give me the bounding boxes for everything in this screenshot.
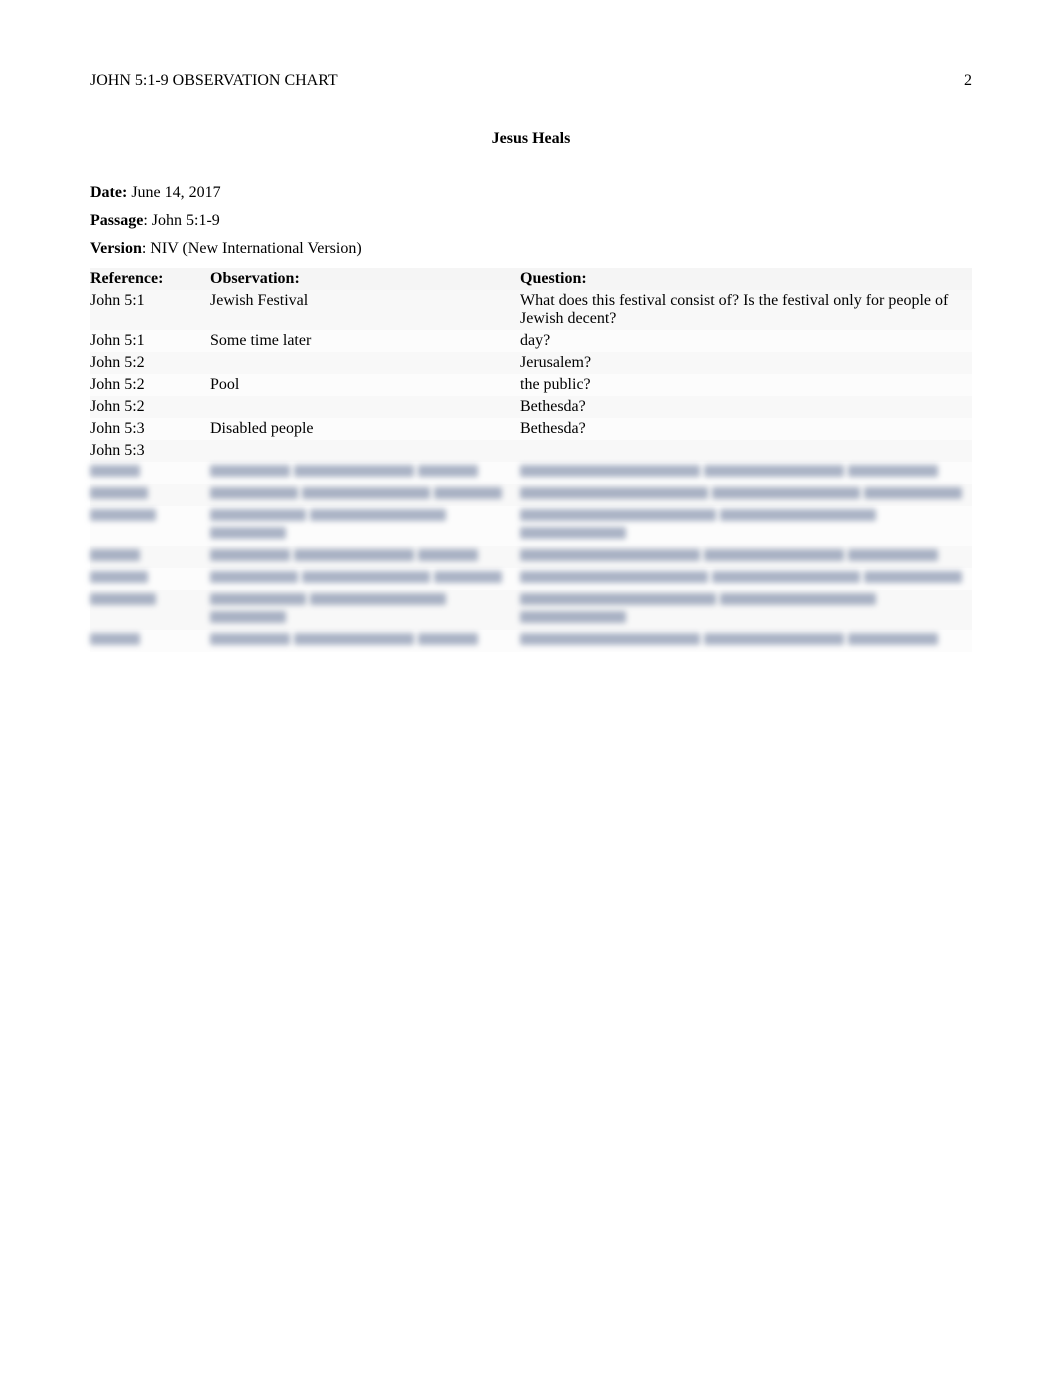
table-row: John 5:3Disabled peopleBethesda?	[90, 418, 972, 440]
observation-table: Reference: Observation: Question: John 5…	[90, 268, 972, 652]
page-title: Jesus Heals	[90, 130, 972, 148]
cell-blurred	[520, 462, 972, 484]
cell-blurred	[210, 590, 520, 630]
cell-ref: John 5:1	[90, 330, 210, 352]
cell-blurred	[90, 462, 210, 484]
table-row-blurred	[90, 546, 972, 568]
running-head-text: JOHN 5:1-9 OBSERVATION CHART	[90, 72, 338, 90]
cell-ref: John 5:2	[90, 374, 210, 396]
cell-q	[520, 440, 972, 462]
cell-blurred	[520, 590, 972, 630]
cell-blurred	[520, 630, 972, 652]
cell-q: the public?	[520, 374, 972, 396]
cell-blurred	[90, 484, 210, 506]
table-row: John 5:2 Jerusalem?	[90, 352, 972, 374]
table-body: John 5:1Jewish FestivalWhat does this fe…	[90, 290, 972, 652]
cell-blurred	[520, 546, 972, 568]
table-row: John 5:2 Bethesda?	[90, 396, 972, 418]
cell-blurred	[90, 630, 210, 652]
cell-blurred	[90, 546, 210, 568]
cell-blurred	[210, 484, 520, 506]
table-row-blurred	[90, 630, 972, 652]
cell-obs: Disabled people	[210, 418, 520, 440]
cell-blurred	[520, 484, 972, 506]
cell-obs: Jewish Festival	[210, 290, 520, 330]
cell-ref: John 5:3	[90, 418, 210, 440]
col-header-reference: Reference:	[90, 268, 210, 290]
cell-blurred	[210, 546, 520, 568]
cell-obs	[210, 396, 520, 418]
meta-version: Version: NIV (New International Version)	[90, 240, 972, 258]
cell-obs: Pool	[210, 374, 520, 396]
meta-date-value: June 14, 2017	[127, 184, 220, 201]
table-row: John 5:1Jewish FestivalWhat does this fe…	[90, 290, 972, 330]
cell-blurred	[90, 590, 210, 630]
cell-blurred	[520, 568, 972, 590]
table-row-blurred	[90, 590, 972, 630]
table-row: John 5:2Poolthe public?	[90, 374, 972, 396]
meta-passage-value: : John 5:1-9	[143, 212, 219, 229]
cell-blurred	[90, 506, 210, 546]
meta-passage-label: Passage	[90, 212, 143, 229]
cell-blurred	[90, 568, 210, 590]
table-row-blurred	[90, 568, 972, 590]
cell-blurred	[520, 506, 972, 546]
cell-blurred	[210, 506, 520, 546]
cell-obs: Some time later	[210, 330, 520, 352]
cell-obs	[210, 440, 520, 462]
cell-blurred	[210, 630, 520, 652]
meta-date: Date: June 14, 2017	[90, 184, 972, 202]
meta-date-label: Date:	[90, 184, 127, 201]
cell-q: Bethesda?	[520, 396, 972, 418]
table-header-row: Reference: Observation: Question:	[90, 268, 972, 290]
cell-ref: John 5:2	[90, 352, 210, 374]
table-row: John 5:1Some time laterday?	[90, 330, 972, 352]
cell-ref: John 5:2	[90, 396, 210, 418]
cell-q: Bethesda?	[520, 418, 972, 440]
cell-q: What does this festival consist of? Is t…	[520, 290, 972, 330]
cell-blurred	[210, 568, 520, 590]
meta-version-value: : NIV (New International Version)	[142, 240, 362, 257]
cell-obs	[210, 352, 520, 374]
col-header-observation: Observation:	[210, 268, 520, 290]
page-number: 2	[964, 72, 972, 90]
meta-passage: Passage: John 5:1-9	[90, 212, 972, 230]
table-row-blurred	[90, 462, 972, 484]
cell-blurred	[210, 462, 520, 484]
meta-version-label: Version	[90, 240, 142, 257]
running-header: JOHN 5:1-9 OBSERVATION CHART 2	[90, 72, 972, 90]
observation-table-wrap: Reference: Observation: Question: John 5…	[90, 268, 972, 652]
cell-q: day?	[520, 330, 972, 352]
table-row: John 5:3	[90, 440, 972, 462]
col-header-question: Question:	[520, 268, 972, 290]
table-row-blurred	[90, 506, 972, 546]
cell-q: Jerusalem?	[520, 352, 972, 374]
cell-ref: John 5:3	[90, 440, 210, 462]
table-row-blurred	[90, 484, 972, 506]
cell-ref: John 5:1	[90, 290, 210, 330]
